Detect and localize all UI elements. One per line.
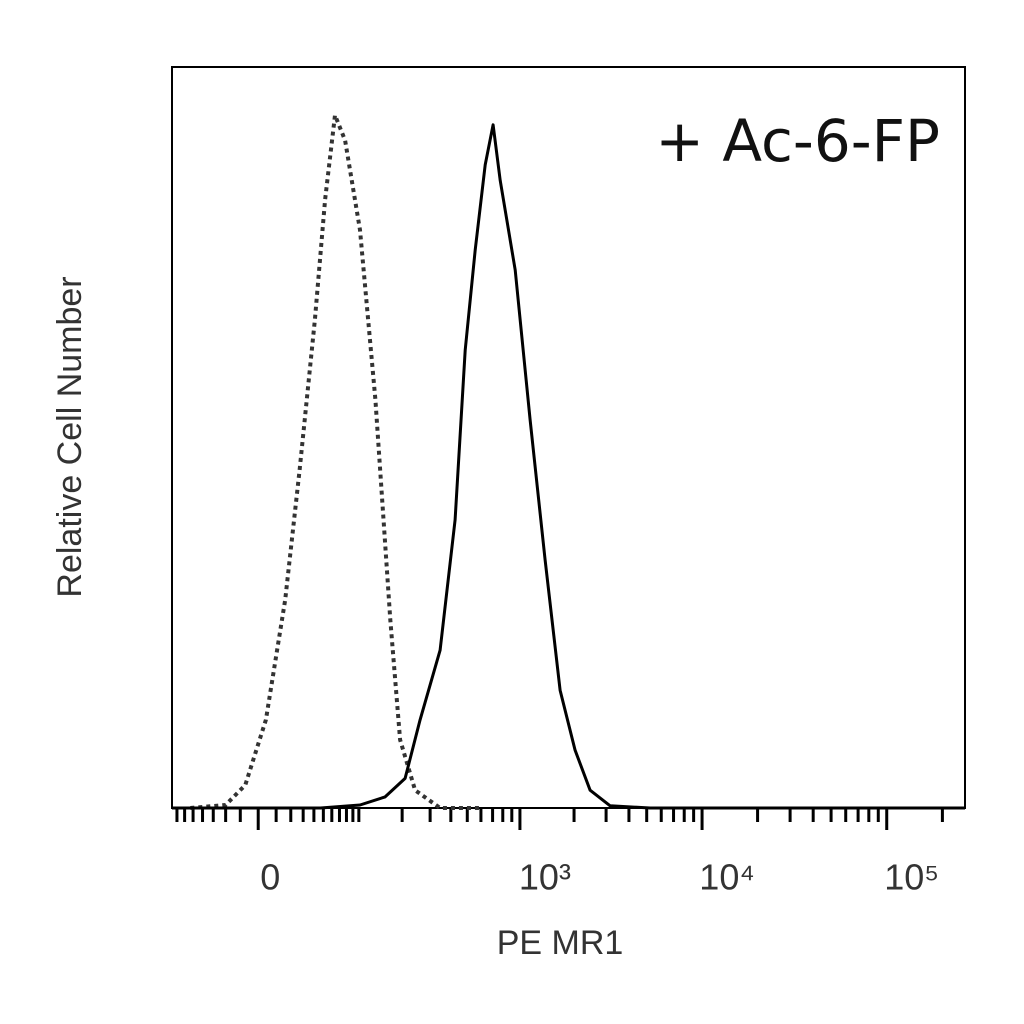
annotation: + Ac-6-FP xyxy=(655,107,940,175)
x-tick-label: 10⁴ xyxy=(699,857,755,898)
x-tick-label: 10³ xyxy=(519,857,571,898)
x-tick-label: 10⁵ xyxy=(884,857,939,898)
y-axis-label: Relative Cell Number xyxy=(51,276,89,597)
x-axis-label: PE MR1 xyxy=(497,924,624,962)
x-tick-label: 0 xyxy=(260,857,280,898)
histogram-line xyxy=(190,113,481,810)
plot-frame xyxy=(171,66,966,809)
histogram-line xyxy=(172,123,965,810)
